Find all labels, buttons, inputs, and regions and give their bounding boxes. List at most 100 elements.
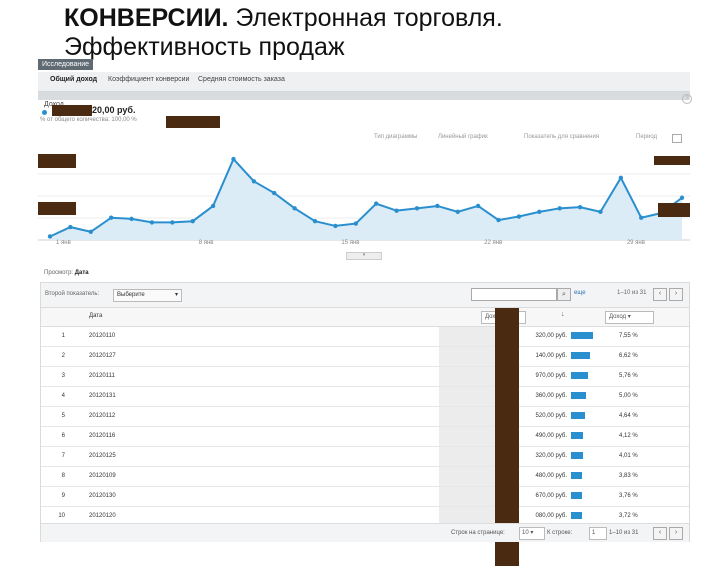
data-point[interactable]: [537, 209, 542, 215]
data-point[interactable]: [496, 217, 501, 223]
revenue-chart: 1 янв 8 янв 15 янв 22 янв 29 янв: [38, 156, 690, 246]
search-icon[interactable]: ⌕: [557, 288, 571, 301]
row-percent: 3,72 %: [619, 513, 638, 519]
advanced-filter-link[interactable]: еще: [574, 290, 586, 296]
row-share-bar: [571, 412, 585, 419]
row-share-bar: [571, 332, 593, 339]
row-date[interactable]: 20120125: [89, 453, 116, 459]
table-search-input[interactable]: [471, 288, 557, 301]
data-point[interactable]: [231, 156, 236, 162]
chart-options: Тип диаграммы Линейный график Показатель…: [374, 134, 684, 146]
table-row[interactable]: 1 20120110 320,00 руб. 7,55 %: [41, 327, 689, 347]
footer-prev-page-button[interactable]: ‹: [653, 527, 667, 540]
footer-next-page-button[interactable]: ›: [669, 527, 683, 540]
chart-settings-icon[interactable]: [672, 134, 682, 143]
data-point[interactable]: [68, 224, 73, 230]
pct-column-select[interactable]: Доход ▾: [605, 311, 654, 324]
data-point[interactable]: [557, 206, 562, 211]
data-point[interactable]: [455, 209, 460, 215]
data-point[interactable]: [312, 219, 318, 224]
chart-resize-handle[interactable]: ▾: [346, 252, 382, 260]
data-point[interactable]: [149, 220, 155, 225]
data-point[interactable]: [373, 201, 379, 206]
view-value[interactable]: Дата: [74, 270, 89, 276]
row-date[interactable]: 20120111: [89, 373, 115, 379]
series-area: [50, 159, 682, 240]
subtab-total-revenue[interactable]: Общий доход: [50, 76, 98, 83]
table-row[interactable]: 3 20120111 970,00 руб. 5,76 %: [41, 367, 689, 387]
data-point[interactable]: [414, 206, 420, 211]
metric-label: Доход: [44, 101, 64, 108]
period-option[interactable]: Период: [636, 134, 658, 140]
row-shade: [439, 447, 495, 466]
redaction-block: [166, 116, 220, 128]
row-index: 5: [61, 413, 65, 419]
table-row[interactable]: 5 20120112 520,00 руб. 4,64 %: [41, 407, 689, 427]
data-point[interactable]: [516, 214, 522, 219]
prev-page-button[interactable]: ‹: [653, 288, 667, 301]
compare-metric-option[interactable]: Показатель для сравнения: [524, 134, 600, 140]
data-point[interactable]: [394, 208, 399, 213]
metric-value: 20,00 руб.: [92, 105, 136, 115]
next-page-button[interactable]: ›: [669, 288, 683, 301]
data-point[interactable]: [129, 216, 134, 222]
row-value: 520,00 руб.: [535, 413, 567, 419]
rows-per-page-select[interactable]: 10 ▾: [519, 527, 545, 540]
data-point[interactable]: [190, 219, 195, 224]
goto-row-input[interactable]: 1: [589, 527, 607, 540]
data-point[interactable]: [292, 206, 297, 211]
row-date[interactable]: 20120110: [89, 333, 116, 339]
data-point[interactable]: [475, 203, 481, 209]
row-date[interactable]: 20120127: [89, 353, 116, 359]
column-header-date[interactable]: Дата: [89, 313, 103, 319]
row-shade: [439, 387, 495, 406]
table-row[interactable]: 8 20120109 480,00 руб. 3,83 %: [41, 467, 689, 487]
secondary-dimension-label: Второй показатель:: [45, 291, 100, 297]
data-point[interactable]: [108, 215, 114, 220]
row-date[interactable]: 20120109: [89, 473, 116, 479]
redaction-block: [38, 154, 76, 168]
row-date[interactable]: 20120116: [89, 433, 116, 439]
row-date[interactable]: 20120112: [89, 413, 116, 419]
row-date[interactable]: 20120130: [89, 493, 116, 499]
pagination-range: 1–10 из 31: [617, 290, 647, 296]
secondary-dimension-select[interactable]: Выберите ▾: [113, 289, 182, 302]
row-value: 670,00 руб.: [535, 493, 567, 499]
data-point[interactable]: [577, 204, 583, 210]
chart-type-option[interactable]: Тип диаграммы: [374, 134, 418, 140]
data-point[interactable]: [272, 190, 277, 196]
data-point[interactable]: [618, 175, 624, 181]
table-row[interactable]: 2 20120127 140,00 руб. 6,62 %: [41, 347, 689, 367]
table-row[interactable]: 6 20120116 490,00 руб. 4,12 %: [41, 427, 689, 447]
view-selector: Просмотр: Дата: [44, 270, 89, 276]
row-index: 1: [61, 333, 65, 339]
line-chart-option[interactable]: Линейный график: [438, 134, 488, 140]
data-point[interactable]: [170, 220, 175, 225]
data-point[interactable]: [598, 209, 603, 215]
help-icon[interactable]: ?: [682, 94, 692, 104]
tab-explore[interactable]: Исследование: [38, 59, 94, 70]
data-point[interactable]: [639, 215, 644, 220]
data-point[interactable]: [88, 229, 93, 234]
table-row[interactable]: 4 20120131 360,00 руб. 5,00 %: [41, 387, 689, 407]
row-share-bar: [571, 372, 588, 379]
data-point[interactable]: [333, 223, 338, 229]
data-point[interactable]: [47, 234, 53, 239]
table-row[interactable]: 7 20120125 320,00 руб. 4,01 %: [41, 447, 689, 467]
data-point[interactable]: [251, 179, 257, 184]
data-point[interactable]: [353, 221, 359, 226]
data-point[interactable]: [679, 195, 685, 200]
table-row[interactable]: 9 20120130 670,00 руб. 3,76 %: [41, 487, 689, 507]
data-point[interactable]: [435, 203, 440, 209]
redaction-block: [38, 202, 76, 215]
subtab-avg-order-value[interactable]: Средняя стоимость заказа: [198, 76, 285, 83]
row-date[interactable]: 20120131: [89, 393, 116, 399]
sort-arrow-icon[interactable]: ↓: [561, 311, 565, 318]
subtab-conversion-rate[interactable]: Коэффициент конверсии: [108, 76, 190, 83]
row-index: 9: [61, 493, 65, 499]
row-value: 140,00 руб.: [535, 353, 567, 359]
redaction-block: [658, 203, 690, 217]
row-date[interactable]: 20120120: [89, 513, 116, 519]
data-point[interactable]: [210, 203, 216, 209]
slide-title-rest: Электронная торговля.: [228, 4, 503, 32]
